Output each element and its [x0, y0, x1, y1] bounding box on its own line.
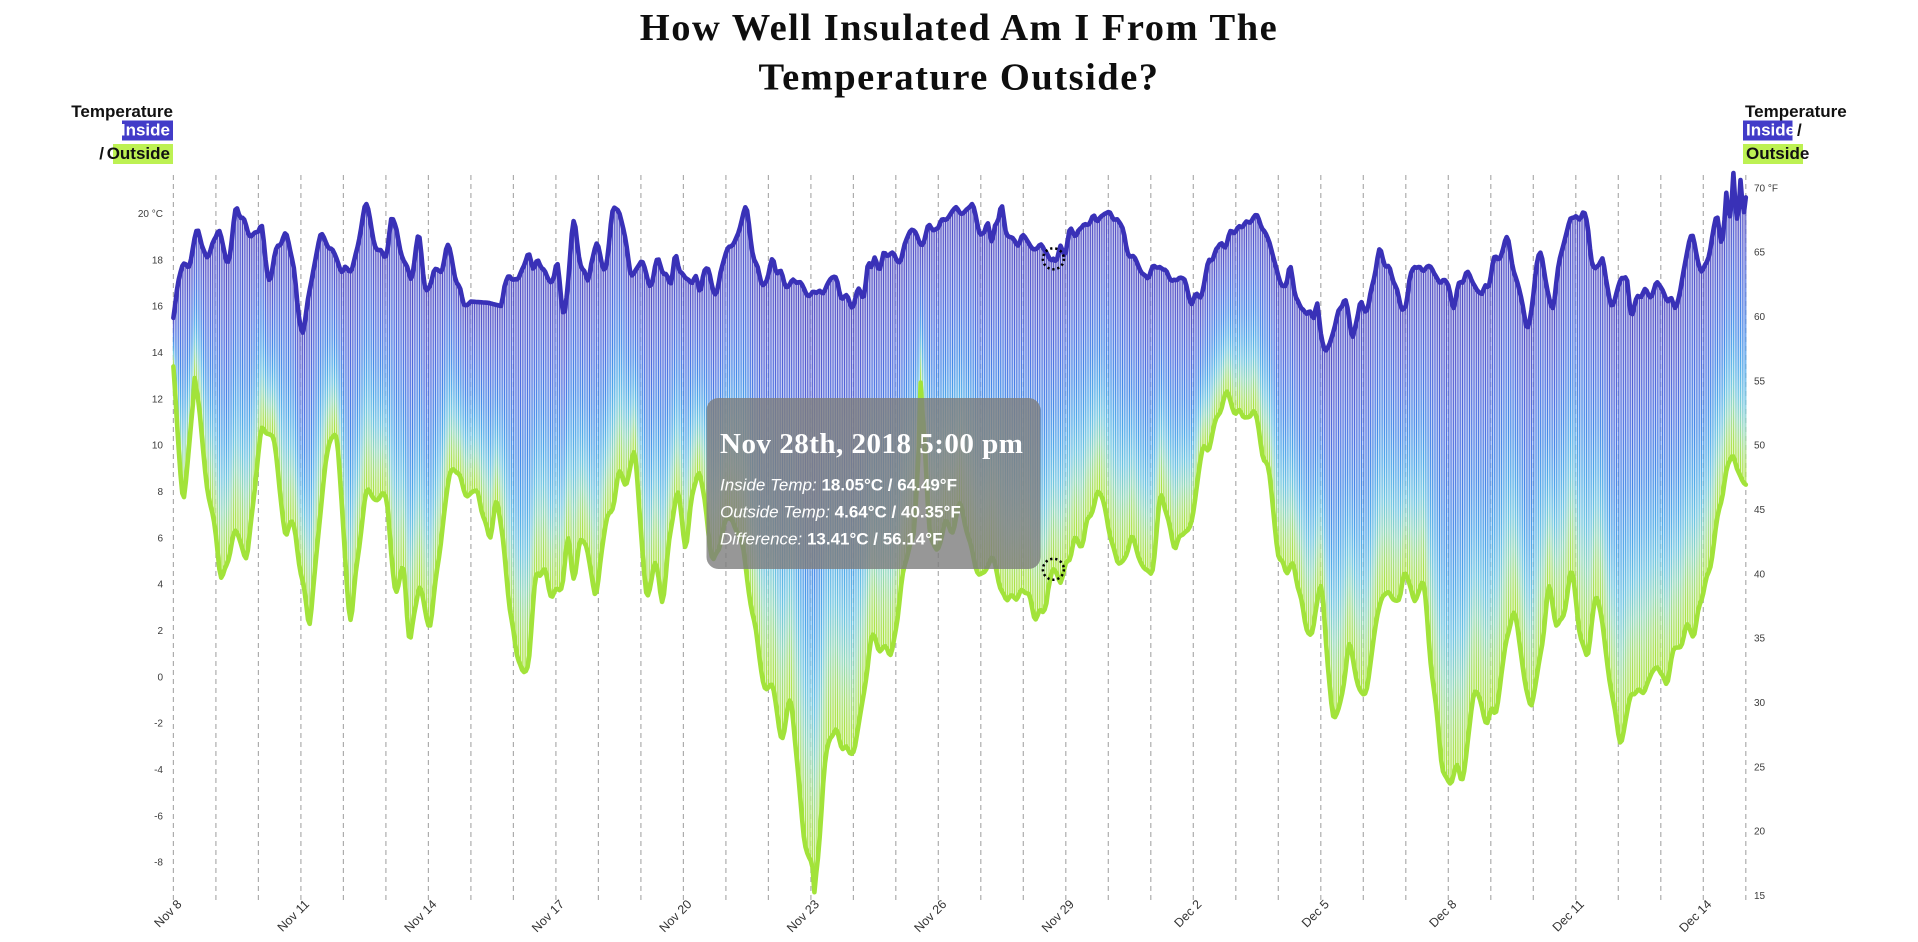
svg-text:Dec 5: Dec 5 — [1299, 897, 1332, 930]
svg-text:How Well Insulated Am I From T: How Well Insulated Am I From The — [640, 7, 1278, 49]
svg-text:25: 25 — [1754, 762, 1766, 773]
svg-text:Dec 8: Dec 8 — [1426, 897, 1459, 930]
svg-text:2: 2 — [157, 626, 163, 637]
svg-text:Nov 20: Nov 20 — [657, 897, 695, 935]
svg-text:45: 45 — [1754, 505, 1766, 516]
svg-text:12: 12 — [152, 394, 164, 405]
svg-text:70 °F: 70 °F — [1754, 183, 1778, 194]
svg-text:18: 18 — [152, 255, 164, 266]
svg-text:-2: -2 — [154, 719, 163, 730]
svg-text:Nov 26: Nov 26 — [912, 897, 950, 935]
svg-text:Inside: Inside — [121, 121, 170, 140]
svg-text:Outside Temp: 4.64°C / 40.35°F: Outside Temp: 4.64°C / 40.35°F — [720, 503, 961, 522]
svg-text:Dec 11: Dec 11 — [1550, 897, 1587, 934]
svg-text:20: 20 — [1754, 827, 1766, 838]
svg-text:40: 40 — [1754, 569, 1766, 580]
svg-text:Nov 28th, 2018 5:00 pm: Nov 28th, 2018 5:00 pm — [720, 428, 1023, 460]
svg-text:Nov 14: Nov 14 — [402, 897, 440, 935]
svg-text:-4: -4 — [154, 765, 163, 776]
svg-text:55: 55 — [1754, 376, 1766, 387]
svg-text:Nov 23: Nov 23 — [784, 897, 822, 935]
svg-text:6: 6 — [157, 533, 163, 544]
svg-text:50: 50 — [1754, 441, 1766, 452]
svg-text:65: 65 — [1754, 248, 1766, 259]
svg-text:Difference: 13.41°C / 56.14°F: Difference: 13.41°C / 56.14°F — [720, 530, 942, 549]
svg-text:-8: -8 — [154, 858, 163, 869]
svg-text:30: 30 — [1754, 698, 1766, 709]
svg-text:8: 8 — [157, 487, 163, 498]
svg-text:Nov 29: Nov 29 — [1039, 897, 1077, 935]
svg-text:14: 14 — [152, 348, 164, 359]
svg-text:Dec 14: Dec 14 — [1677, 897, 1715, 935]
svg-text:35: 35 — [1754, 634, 1766, 645]
svg-text:Inside: Inside — [1746, 121, 1795, 140]
svg-text:15: 15 — [1754, 891, 1766, 902]
svg-text:0: 0 — [157, 672, 163, 683]
svg-text:4: 4 — [157, 580, 163, 591]
svg-text:60: 60 — [1754, 312, 1766, 323]
svg-text:16: 16 — [152, 302, 164, 313]
svg-text:Dec 2: Dec 2 — [1171, 897, 1204, 930]
svg-text:10: 10 — [152, 441, 164, 452]
svg-text:Nov 11: Nov 11 — [275, 897, 312, 934]
svg-text:20 °C: 20 °C — [138, 209, 163, 220]
svg-text:Temperature: Temperature — [1745, 102, 1847, 121]
svg-text:Inside Temp: 18.05°C / 64.49°F: Inside Temp: 18.05°C / 64.49°F — [720, 476, 957, 495]
svg-text:Nov 8: Nov 8 — [152, 897, 185, 930]
svg-text:Temperature Outside?: Temperature Outside? — [758, 57, 1159, 99]
svg-text:Temperature: Temperature — [71, 102, 173, 121]
svg-text:Outside: Outside — [1746, 144, 1809, 163]
svg-text:/: / — [99, 144, 104, 163]
svg-text:Nov 17: Nov 17 — [529, 897, 567, 935]
svg-text:Outside: Outside — [107, 144, 170, 163]
svg-text:-6: -6 — [154, 811, 163, 822]
svg-text:/: / — [1797, 121, 1802, 140]
